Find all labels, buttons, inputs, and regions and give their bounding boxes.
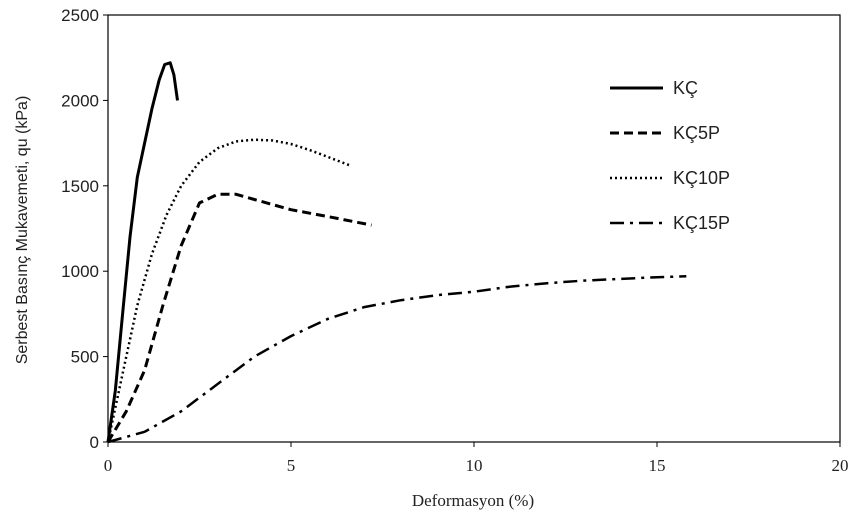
plot-area	[107, 14, 841, 443]
y-tick-label: 2500	[61, 6, 99, 25]
x-tick-label: 10	[466, 456, 483, 475]
legend: KÇ KÇ5P KÇ10P KÇ15P	[610, 78, 730, 233]
x-tick-label: 0	[104, 456, 113, 475]
y-tick-label: 1000	[61, 262, 99, 281]
y-tick-label: 1500	[61, 177, 99, 196]
x-axis-title: Deformasyon (%)	[412, 491, 534, 510]
y-tick-label: 500	[71, 348, 99, 367]
series-line-1	[106, 61, 179, 443]
y-tick-label: 0	[90, 433, 99, 452]
x-axis-ticks: 0 5 10 15 20	[104, 442, 849, 475]
series-line-4	[107, 275, 687, 444]
legend-label-1: KÇ	[673, 78, 698, 98]
series-lines	[106, 61, 687, 444]
y-tick-label: 2000	[61, 91, 99, 110]
series-line-2	[106, 192, 372, 443]
legend-label-2: KÇ5P	[673, 123, 720, 143]
series-line-3	[106, 138, 351, 443]
legend-label-4: KÇ15P	[673, 213, 730, 233]
legend-label-3: KÇ10P	[673, 168, 730, 188]
plot-frame	[107, 14, 841, 443]
y-axis-ticks: 0 500 1000 1500 2000 2500	[61, 6, 108, 452]
x-tick-label: 5	[287, 456, 296, 475]
x-tick-label: 15	[649, 456, 666, 475]
y-axis-title: Serbest Basınç Mukavemeti, qu (kPa)	[14, 96, 31, 365]
x-tick-label: 20	[832, 456, 849, 475]
